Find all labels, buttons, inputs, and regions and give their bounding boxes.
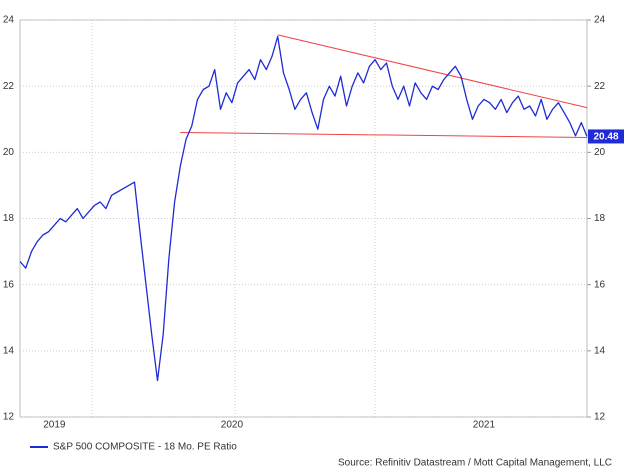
y2-tick-label: 20 [594, 147, 606, 158]
y-tick-label: 14 [3, 345, 15, 356]
y2-tick-label: 22 [594, 81, 606, 92]
y2-tick-label: 24 [594, 15, 606, 26]
x-tick-label: 2019 [43, 420, 66, 431]
x-tick-label: 2021 [473, 420, 496, 431]
y-tick-label: 20 [3, 147, 15, 158]
data-line [19, 35, 588, 382]
plot-frame [19, 19, 588, 418]
y2-tick-label: 12 [594, 412, 606, 423]
y2-tick-label: 14 [594, 345, 606, 356]
y-tick-label: 18 [3, 213, 15, 224]
x-tick-label: 2020 [221, 420, 244, 431]
legend-label: S&P 500 COMPOSITE - 18 Mo. PE Ratio [53, 442, 237, 453]
y-tick-label: 12 [3, 412, 15, 423]
y-tick-label: 16 [3, 279, 15, 290]
source: Source: Refinitiv Datastream / Mott Capi… [338, 458, 612, 469]
last-value-label: 20.48 [593, 132, 618, 143]
y-tick-label: 24 [3, 15, 15, 26]
last-value-box [588, 129, 624, 144]
y2-tick-label: 16 [594, 279, 606, 290]
trend-line [180, 131, 588, 138]
trend-line [277, 34, 588, 109]
y-tick-label: 22 [3, 81, 15, 92]
y2-tick-label: 18 [594, 213, 606, 224]
